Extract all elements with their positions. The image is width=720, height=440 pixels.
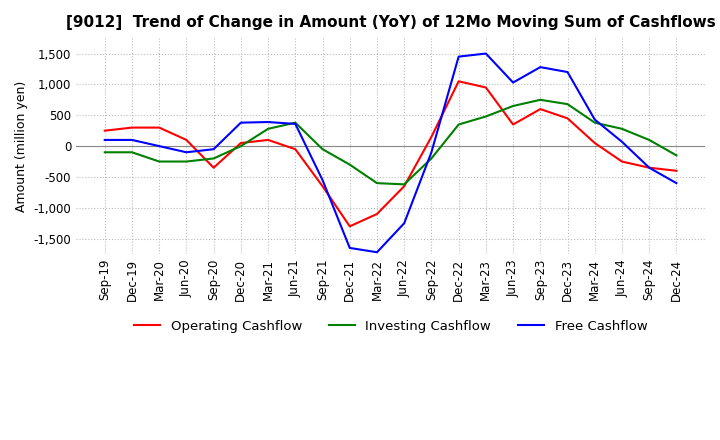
Operating Cashflow	[482, 85, 490, 90]
Investing Cashflow	[509, 103, 518, 109]
Operating Cashflow	[373, 211, 382, 216]
Operating Cashflow	[182, 137, 191, 143]
Operating Cashflow	[127, 125, 136, 130]
Investing Cashflow	[127, 150, 136, 155]
Operating Cashflow	[509, 122, 518, 127]
Free Cashflow	[127, 137, 136, 143]
Investing Cashflow	[482, 114, 490, 119]
Free Cashflow	[373, 249, 382, 255]
Operating Cashflow	[645, 165, 654, 170]
Operating Cashflow	[590, 140, 599, 146]
Free Cashflow	[672, 180, 680, 186]
Investing Cashflow	[427, 156, 436, 161]
Investing Cashflow	[536, 97, 544, 103]
Free Cashflow	[645, 165, 654, 170]
Legend: Operating Cashflow, Investing Cashflow, Free Cashflow: Operating Cashflow, Investing Cashflow, …	[129, 315, 652, 338]
Operating Cashflow	[618, 159, 626, 164]
Investing Cashflow	[400, 182, 408, 187]
Free Cashflow	[427, 150, 436, 155]
Free Cashflow	[618, 139, 626, 144]
Investing Cashflow	[291, 120, 300, 125]
Operating Cashflow	[454, 79, 463, 84]
Operating Cashflow	[563, 116, 572, 121]
Operating Cashflow	[536, 106, 544, 112]
Operating Cashflow	[400, 183, 408, 189]
Investing Cashflow	[563, 102, 572, 107]
Y-axis label: Amount (million yen): Amount (million yen)	[15, 81, 28, 212]
Free Cashflow	[264, 119, 272, 125]
Investing Cashflow	[318, 147, 327, 152]
Title: [9012]  Trend of Change in Amount (YoY) of 12Mo Moving Sum of Cashflows: [9012] Trend of Change in Amount (YoY) o…	[66, 15, 716, 30]
Investing Cashflow	[645, 137, 654, 143]
Free Cashflow	[509, 80, 518, 85]
Free Cashflow	[590, 117, 599, 122]
Investing Cashflow	[210, 156, 218, 161]
Operating Cashflow	[672, 168, 680, 173]
Free Cashflow	[346, 245, 354, 250]
Line: Free Cashflow: Free Cashflow	[104, 54, 676, 252]
Line: Operating Cashflow: Operating Cashflow	[104, 81, 676, 226]
Operating Cashflow	[427, 134, 436, 139]
Operating Cashflow	[291, 147, 300, 152]
Operating Cashflow	[318, 183, 327, 189]
Investing Cashflow	[590, 120, 599, 125]
Free Cashflow	[318, 177, 327, 183]
Investing Cashflow	[264, 126, 272, 132]
Free Cashflow	[536, 65, 544, 70]
Investing Cashflow	[454, 122, 463, 127]
Operating Cashflow	[100, 128, 109, 133]
Free Cashflow	[155, 143, 163, 149]
Free Cashflow	[210, 147, 218, 152]
Investing Cashflow	[155, 159, 163, 164]
Free Cashflow	[454, 54, 463, 59]
Free Cashflow	[182, 150, 191, 155]
Investing Cashflow	[100, 150, 109, 155]
Investing Cashflow	[346, 162, 354, 167]
Free Cashflow	[100, 137, 109, 143]
Investing Cashflow	[182, 159, 191, 164]
Free Cashflow	[563, 70, 572, 75]
Free Cashflow	[237, 120, 246, 125]
Investing Cashflow	[237, 143, 246, 149]
Operating Cashflow	[210, 165, 218, 170]
Free Cashflow	[482, 51, 490, 56]
Operating Cashflow	[264, 137, 272, 143]
Free Cashflow	[400, 220, 408, 226]
Line: Investing Cashflow: Investing Cashflow	[104, 100, 676, 184]
Operating Cashflow	[155, 125, 163, 130]
Investing Cashflow	[672, 153, 680, 158]
Operating Cashflow	[346, 224, 354, 229]
Investing Cashflow	[618, 126, 626, 132]
Investing Cashflow	[373, 180, 382, 186]
Free Cashflow	[291, 121, 300, 127]
Operating Cashflow	[237, 140, 246, 146]
